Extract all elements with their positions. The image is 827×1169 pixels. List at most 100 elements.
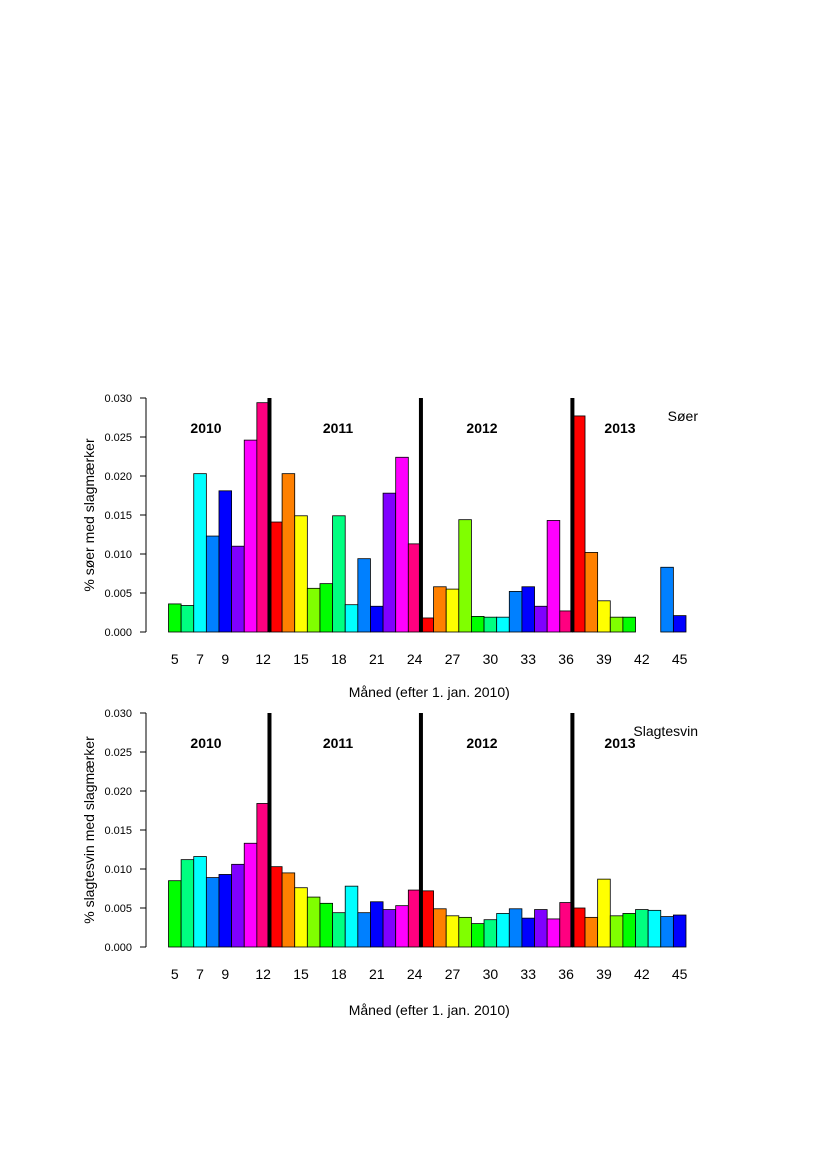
x-tick-label: 30 [483,966,499,982]
bar-month-16 [306,896,321,948]
x-tick-label: 15 [293,966,309,982]
panel-title: Slagtesvin [633,723,698,739]
x-tick-label: 27 [445,966,461,982]
x-tick-label: 18 [331,966,347,982]
bar-month-26 [433,908,447,948]
bar-month-23 [395,456,409,633]
year-label-2011: 2011 [323,420,354,436]
bar-month-27 [445,588,460,633]
bar-month-10 [231,863,245,948]
bar-month-15 [294,515,308,633]
bar-month-29 [471,616,485,633]
bar-month-34 [534,909,548,948]
bar-month-8 [205,535,220,633]
bar-month-35 [546,918,561,948]
bar-month-17 [319,583,333,633]
bar-month-11 [243,439,258,633]
y-tick-label: 0.020 [104,471,132,483]
bar-month-20 [357,912,371,948]
bar-month-40 [609,915,624,948]
bar-month-20 [357,558,371,633]
x-tick-label: 27 [445,651,461,667]
bar-month-39 [597,600,611,633]
bar-month-42 [635,909,649,948]
bar-month-38 [584,552,599,633]
bar-month-34 [534,605,548,633]
bar-month-7 [193,473,207,633]
y-tick-label: 0.030 [104,708,132,720]
panel-title: Søer [668,408,699,424]
x-tick-label: 7 [196,651,204,667]
y-tick-label: 0.015 [104,510,132,522]
x-tick-label: 45 [672,966,688,982]
y-tick-label: 0.010 [104,549,132,561]
x-tick-label: 39 [596,966,612,982]
bar-month-14 [281,473,296,633]
bar-month-22 [382,492,397,633]
bar-month-27 [445,915,460,948]
y-tick-label: 0.030 [104,393,132,405]
bar-month-32 [508,908,523,948]
x-tick-label: 36 [558,966,574,982]
bar-month-22 [382,909,397,948]
y-tick-label: 0.025 [104,747,132,759]
y-axis-label: % slagtesvin med slagmærker [81,736,97,924]
bar-month-35 [546,520,561,633]
bar-month-19 [344,604,359,633]
bar-month-31 [496,913,510,948]
x-tick-label: 42 [634,651,650,667]
chart-panel-soer: 0.000 0.005 0.010 0.015 0.020 0.025 0.030 5 7 9 12… [81,393,698,700]
x-tick-label: 9 [221,966,229,982]
bar-month-21 [370,901,384,948]
y-tick-label: 0.000 [104,942,132,954]
bar-month-15 [294,887,308,948]
bar-month-23 [395,905,409,948]
y-tick-label: 0.025 [104,432,132,444]
x-tick-label: 12 [255,966,271,982]
x-tick-label: 18 [331,651,347,667]
x-tick-label: 7 [196,966,204,982]
bar-month-28 [458,519,472,633]
x-tick-label: 21 [369,651,385,667]
chart-panel-slagtesvin: 0.000 0.005 0.010 0.015 0.020 0.025 0.030 5 7 9 12… [81,708,698,1018]
bar-month-33 [521,586,535,633]
bar-month-9 [218,490,233,633]
x-tick-label: 12 [255,651,271,667]
bar-month-41 [622,913,636,948]
bar-month-5 [168,880,182,948]
x-tick-label: 5 [171,966,179,982]
year-label-2013: 2013 [604,735,635,751]
x-axis-label: Måned (efter 1. jan. 2010) [349,684,510,700]
bar-month-29 [471,923,485,948]
bar-month-39 [597,878,611,948]
bar-month-43 [647,909,662,948]
x-tick-label: 45 [672,651,688,667]
bar-month-30 [483,919,498,948]
x-tick-label: 33 [520,966,536,982]
bar-month-45 [672,615,687,633]
bar-month-32 [508,591,523,633]
year-label-2010: 2010 [190,735,221,751]
bar-month-21 [370,605,384,633]
bar-month-45 [672,914,687,948]
bar-month-17 [319,902,333,948]
y-tick-label: 0.010 [104,864,132,876]
x-tick-label: 30 [483,651,499,667]
bar-month-26 [433,586,447,633]
bar-month-5 [168,603,182,633]
y-axis-label: % søer med slagmærker [81,438,97,592]
bar-month-18 [332,912,346,948]
bar-month-44 [660,916,674,948]
bar-month-33 [521,917,535,948]
bar-month-31 [496,616,510,633]
x-tick-label: 5 [171,651,179,667]
bar-month-6 [180,605,195,633]
y-tick-label: 0.005 [104,588,132,600]
x-tick-label: 33 [520,651,536,667]
x-tick-label: 21 [369,966,385,982]
bar-month-14 [281,872,296,948]
x-tick-label: 39 [596,651,612,667]
bar-month-38 [584,916,599,948]
y-tick-label: 0.020 [104,786,132,798]
